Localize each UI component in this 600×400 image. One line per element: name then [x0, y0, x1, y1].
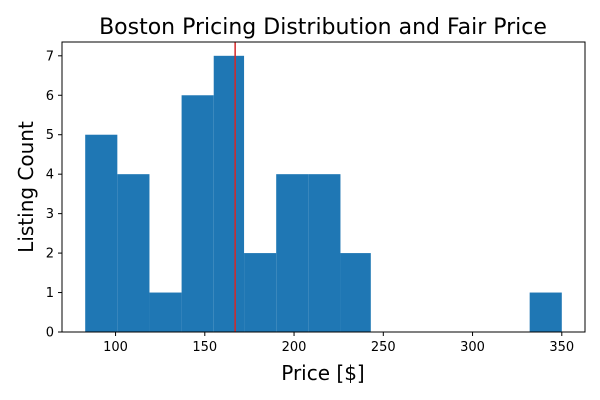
- histogram-bar-5: [244, 253, 277, 332]
- y-tick-label: 2: [46, 247, 54, 262]
- y-tick-label: 0: [46, 326, 54, 341]
- histogram-bar-1: [117, 174, 150, 332]
- x-tick-label: 100: [103, 340, 128, 355]
- y-tick-label: 1: [46, 286, 54, 301]
- histogram-bar-3: [181, 95, 214, 332]
- x-axis-label: Price [$]: [281, 361, 364, 385]
- histogram-bar-6: [276, 174, 309, 332]
- y-tick-label: 7: [46, 49, 54, 64]
- histogram-bar-2: [149, 292, 182, 332]
- x-tick-label: 150: [192, 340, 217, 355]
- y-tick-label: 5: [46, 128, 54, 143]
- y-axis-ticks: 0 1 2 3 4 5 6 7: [46, 49, 62, 341]
- x-tick-label: 350: [549, 340, 574, 355]
- histogram-bar-14: [529, 292, 562, 332]
- histogram-bar-0: [85, 134, 118, 332]
- y-tick-label: 4: [46, 168, 54, 183]
- plot-frame: [61, 41, 586, 333]
- histogram-bar-8: [340, 253, 371, 332]
- chart-title: Boston Pricing Distribution and Fair Pri…: [99, 15, 547, 40]
- y-axis-label: Listing Count: [14, 121, 38, 253]
- y-tick-label: 3: [46, 207, 54, 222]
- histogram-bar-7: [308, 174, 341, 332]
- x-tick-label: 200: [282, 340, 307, 355]
- x-axis-ticks: 100 150 200 250 300 350: [103, 332, 574, 355]
- y-tick-label: 6: [46, 89, 54, 104]
- x-tick-label: 300: [460, 340, 485, 355]
- x-tick-label: 250: [371, 340, 396, 355]
- histogram-bar-4: [213, 55, 245, 333]
- bars: [85, 55, 562, 333]
